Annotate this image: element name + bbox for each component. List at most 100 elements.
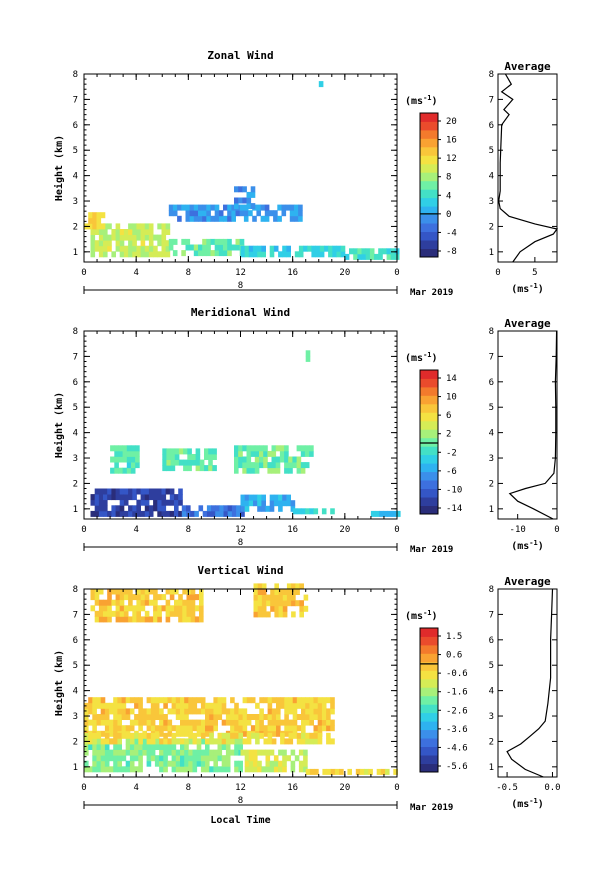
heatmap-cell <box>150 697 156 704</box>
heatmap-cell <box>273 766 279 773</box>
heatmap-cell <box>211 505 216 512</box>
colorbar-swatch <box>420 370 438 379</box>
heatmap-cell <box>225 760 231 767</box>
heatmap-cell <box>370 510 376 517</box>
heatmap-cell <box>96 217 102 224</box>
heatmap-cell <box>153 594 158 601</box>
heatmap-cell <box>146 738 152 745</box>
heatmap-cell <box>111 494 116 501</box>
heatmap-cell <box>94 505 100 512</box>
heatmap-cell <box>263 450 268 457</box>
heatmap-cell <box>212 465 217 472</box>
heatmap-cell <box>92 714 97 720</box>
heatmap-cell <box>104 708 110 715</box>
heatmap-cell <box>94 616 100 623</box>
heatmap-cell <box>100 223 106 230</box>
heatmap-cell <box>221 697 227 704</box>
heatmap-cell <box>180 697 185 704</box>
heatmap-cell <box>121 725 127 732</box>
heatmap-cell <box>378 253 383 260</box>
heatmap-cell <box>280 719 285 726</box>
heatmap-cell <box>277 204 282 211</box>
heatmap-cell <box>309 697 314 704</box>
heatmap-cell <box>154 702 160 709</box>
heatmap-cell <box>257 611 263 618</box>
heatmap-cell <box>135 462 140 469</box>
heatmap-cell <box>172 250 178 257</box>
heatmap-cell <box>296 462 302 469</box>
heatmap-cell <box>282 760 287 767</box>
colorbar-swatch <box>420 240 438 249</box>
heatmap-cell <box>178 610 183 617</box>
heatmap-cell <box>180 744 185 750</box>
heatmap-cell <box>109 738 114 745</box>
heatmap-cell <box>148 488 154 495</box>
heatmap-cell <box>217 708 223 715</box>
heatmap-cell <box>294 210 299 217</box>
heatmap-cell <box>175 730 181 737</box>
heatmap-cell <box>296 445 302 452</box>
heatmap-cell <box>192 749 198 756</box>
heatmap-cell <box>195 454 201 460</box>
heatmap-cell <box>282 755 287 762</box>
heatmap-cell <box>267 719 273 726</box>
heatmap-cell <box>162 459 167 466</box>
heatmap-cell <box>198 215 203 222</box>
heatmap-cell <box>275 467 281 474</box>
avg-y-tick-label: 6 <box>489 636 494 646</box>
heatmap-cell <box>230 732 235 739</box>
heatmap-cell <box>235 238 241 245</box>
heatmap-cell <box>221 738 227 745</box>
heatmap-cell <box>169 594 175 601</box>
heatmap-cell <box>167 744 173 750</box>
heatmap-cell <box>227 215 232 222</box>
heatmap-cell <box>171 708 177 715</box>
heatmap-cell <box>161 251 167 258</box>
heatmap-cell <box>273 494 279 501</box>
colorbar-swatch <box>420 628 438 637</box>
heatmap-cell <box>349 248 354 255</box>
heatmap-cell <box>303 245 308 252</box>
avg-y-tick-label: 1 <box>489 248 494 258</box>
heatmap-cell <box>200 697 206 704</box>
heatmap-cell <box>379 510 384 517</box>
heatmap-cell <box>153 599 158 606</box>
heatmap-cell <box>321 725 327 732</box>
heatmap-cell <box>109 749 114 756</box>
heatmap-cell <box>122 467 128 474</box>
heatmap-cell <box>161 245 167 252</box>
colorbar-swatch <box>420 214 438 224</box>
heatmap-cell <box>254 445 260 452</box>
heatmap-cell <box>190 605 196 612</box>
heatmap-cell <box>140 240 146 247</box>
heatmap-cell <box>129 744 135 750</box>
heatmap-cell <box>267 725 273 732</box>
heatmap-cell <box>92 749 97 756</box>
heatmap-cell <box>117 697 122 704</box>
heatmap-cell <box>186 610 192 617</box>
y-tick-label: 8 <box>73 327 78 337</box>
heatmap-cell <box>114 456 119 463</box>
heatmap-cell <box>161 505 167 512</box>
avg-unit-text: (ms <box>511 284 529 295</box>
heatmap-cell <box>248 755 254 762</box>
heatmap-cell <box>225 719 231 726</box>
heatmap-cell <box>150 732 156 739</box>
heatmap-cell <box>267 462 272 469</box>
heatmap-cell <box>114 462 119 469</box>
heatmap-cell <box>119 488 125 495</box>
heatmap-cell <box>142 708 147 715</box>
heatmap-cell <box>218 215 224 222</box>
heatmap-cell <box>234 186 239 193</box>
day-marker: 8 <box>238 538 243 548</box>
heatmap-cell <box>103 599 108 606</box>
avg-y-tick-label: 7 <box>489 352 494 362</box>
unit-exponent: -1 <box>423 94 431 102</box>
heatmap-cell <box>246 467 252 474</box>
heatmap-cell <box>98 488 104 495</box>
heatmap-cell <box>163 755 168 762</box>
heatmap-cell <box>254 456 260 463</box>
average-title: Average <box>504 575 551 588</box>
heatmap-cell <box>134 766 139 773</box>
heatmap-cell <box>353 253 358 260</box>
